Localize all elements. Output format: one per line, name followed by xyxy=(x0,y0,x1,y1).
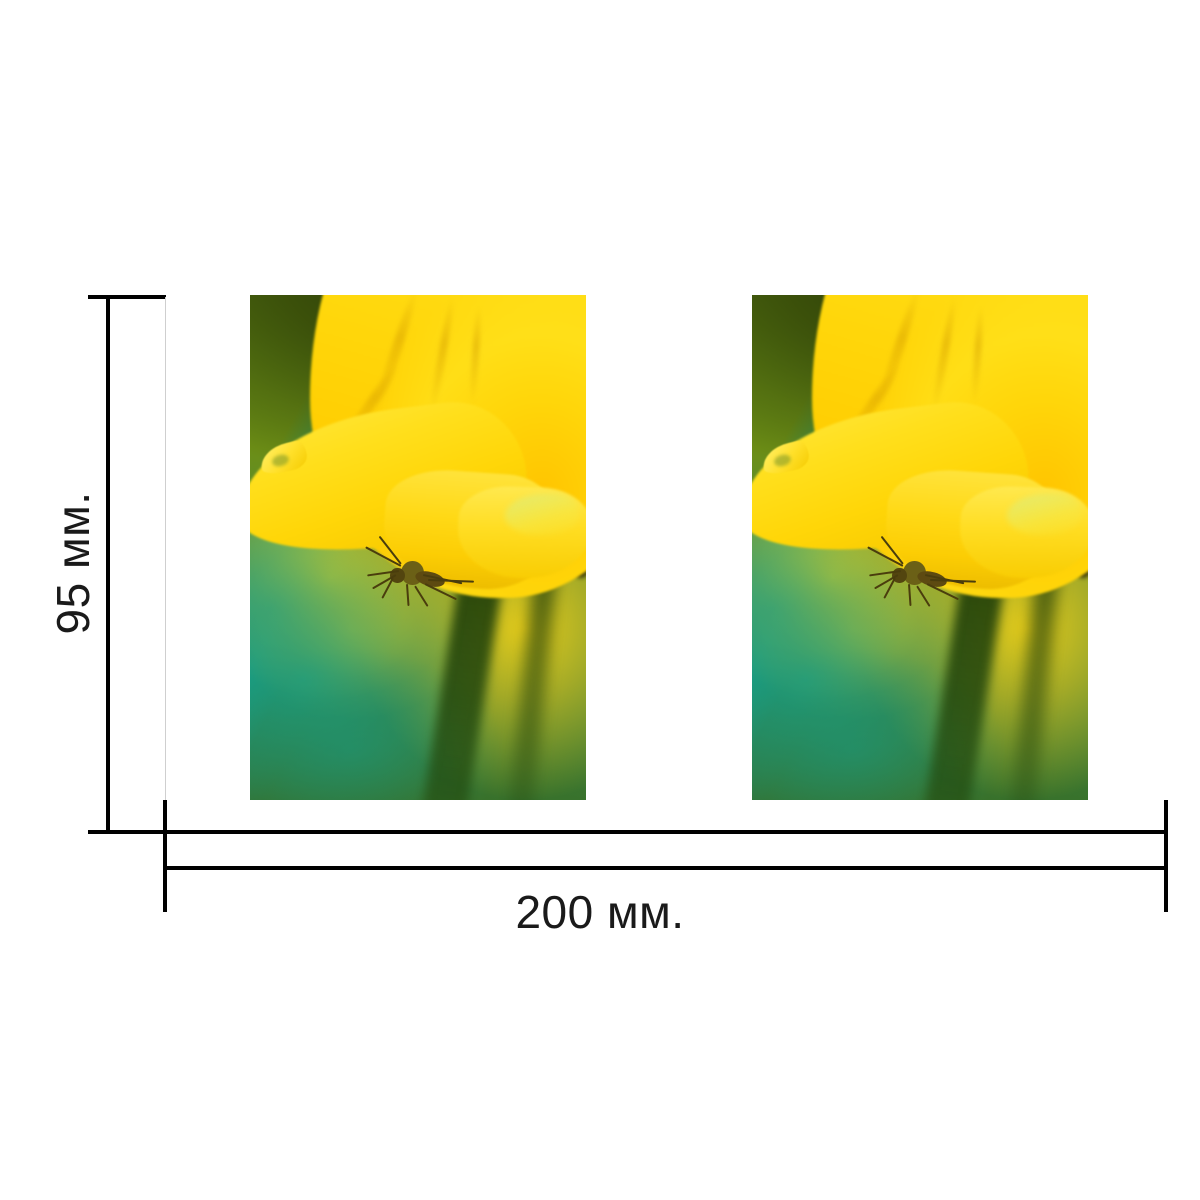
width-dimension-right-tick xyxy=(1164,800,1168,912)
flower xyxy=(250,295,586,800)
spider-leg xyxy=(372,574,397,590)
height-dimension-top-tick xyxy=(88,295,166,299)
spider-leg xyxy=(907,584,912,606)
flower-petal-highlight xyxy=(1007,494,1082,535)
width-dimension-left-tick xyxy=(163,800,167,912)
flower-petal-highlight xyxy=(505,494,580,535)
width-dimension-line-lower xyxy=(163,866,1168,870)
width-dimension-line-upper xyxy=(88,830,1168,834)
height-dimension-label: 95 мм. xyxy=(47,491,99,635)
spider-leg xyxy=(405,584,410,606)
spider xyxy=(863,512,997,623)
spider xyxy=(361,512,495,623)
flower xyxy=(752,295,1088,800)
spider-leg xyxy=(413,585,429,608)
height-dimension-extension-line xyxy=(165,297,166,802)
product-photo-1 xyxy=(250,295,586,800)
width-dimension-label: 200 мм. xyxy=(515,886,685,938)
spider-leg xyxy=(874,574,899,590)
height-dimension-line xyxy=(106,297,110,832)
product-photo-2 xyxy=(752,295,1088,800)
spider-leg xyxy=(915,585,931,608)
